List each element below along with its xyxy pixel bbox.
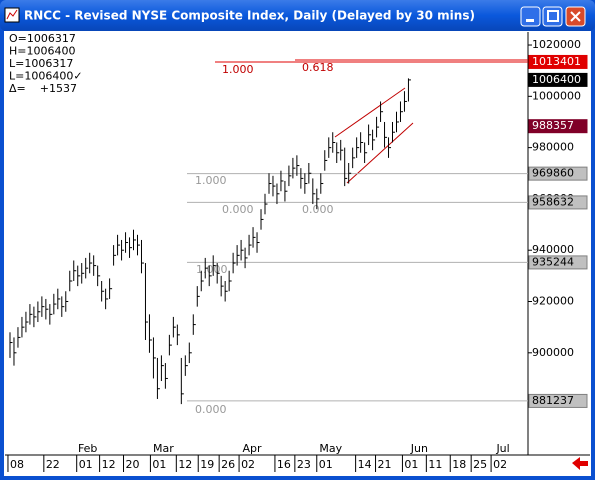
price-box-label: 935244 [532, 255, 574, 268]
channel-lower [346, 122, 414, 184]
x-tick-label: 14 [358, 458, 372, 471]
channel-upper [334, 87, 406, 138]
minimize-glyph [526, 19, 534, 22]
close-glyph [570, 11, 581, 22]
x-tick-label: 01 [152, 458, 166, 471]
x-tick-label: 19 [200, 458, 214, 471]
x-tick-label: 02 [241, 458, 255, 471]
price-box-label: 1006400 [532, 73, 581, 86]
price-box-label: 969860 [532, 167, 574, 180]
x-tick-label: 26 [221, 458, 235, 471]
x-tick-label: 01 [79, 458, 93, 471]
x-tick-label: 08 [10, 458, 24, 471]
price-box-label: 881237 [532, 394, 574, 407]
x-tick-label: 01 [319, 458, 333, 471]
y-tick-label: 900000 [532, 346, 574, 359]
fib-label: 0.000 [302, 203, 334, 216]
price-box [528, 166, 588, 181]
y-tick-label: 920000 [532, 295, 574, 308]
info-line: Δ= +1537 [9, 82, 77, 95]
price-box-label: 958632 [532, 195, 574, 208]
x-tick-label: 11 [428, 458, 442, 471]
price-box-label: 988357 [532, 119, 574, 132]
x-tick-label: 16 [277, 458, 291, 471]
x-tick-label: 01 [404, 458, 418, 471]
fib-label: 1.000 [222, 63, 254, 76]
price-box [528, 393, 588, 408]
plot: O=1006317H=1006400L=1006317L=1006400✓Δ= … [7, 32, 588, 472]
info-line: H=1006400 [9, 45, 75, 58]
client-area [4, 31, 591, 476]
y-tick-label: 1000000 [532, 89, 581, 102]
info-line: O=1006317 [9, 32, 76, 45]
month-label: Jul [495, 442, 509, 455]
month-label: May [319, 442, 342, 455]
price-box [528, 255, 588, 270]
title-bar [0, 0, 595, 31]
price-box [528, 195, 588, 210]
window-title: RNCC - Revised NYSE Composite Index, Dai… [24, 9, 475, 23]
maximize-glyph [547, 10, 559, 22]
month-label: Mar [153, 442, 174, 455]
fib-label: 0.000 [222, 203, 254, 216]
fib-label: 0.618 [302, 61, 334, 74]
x-tick-label: 23 [297, 458, 311, 471]
x-tick-label: 21 [378, 458, 392, 471]
minimize-button[interactable] [520, 6, 541, 27]
fib-label: 1.000 [195, 174, 227, 187]
app-icon-glyph [6, 9, 18, 20]
month-label: Feb [78, 442, 97, 455]
x-tick-label: 12 [178, 458, 192, 471]
x-tick-label: 20 [126, 458, 140, 471]
info-line: L=1006400✓ [9, 70, 83, 83]
y-tick-label: 980000 [532, 141, 574, 154]
price-box [528, 119, 588, 134]
info-line: L=1006317 [9, 57, 73, 70]
x-tick-label: 22 [46, 458, 60, 471]
month-label: Apr [243, 442, 263, 455]
x-tick-label: 02 [493, 458, 507, 471]
fib-label: 1.000 [196, 263, 228, 276]
y-tick-label: 940000 [532, 243, 574, 256]
y-tick-label: 1020000 [532, 38, 581, 51]
x-tick-label: 12 [102, 458, 116, 471]
price-box [528, 54, 588, 69]
x-tick-label: 25 [473, 458, 487, 471]
x-tick-label: 18 [452, 458, 466, 471]
price-box-label: 1013401 [532, 55, 581, 68]
scroll-arrow[interactable] [572, 457, 588, 470]
month-label: Jun [410, 442, 428, 455]
maximize-button[interactable] [542, 6, 563, 27]
price-box [528, 72, 588, 87]
fib-label: 0.000 [195, 403, 227, 416]
